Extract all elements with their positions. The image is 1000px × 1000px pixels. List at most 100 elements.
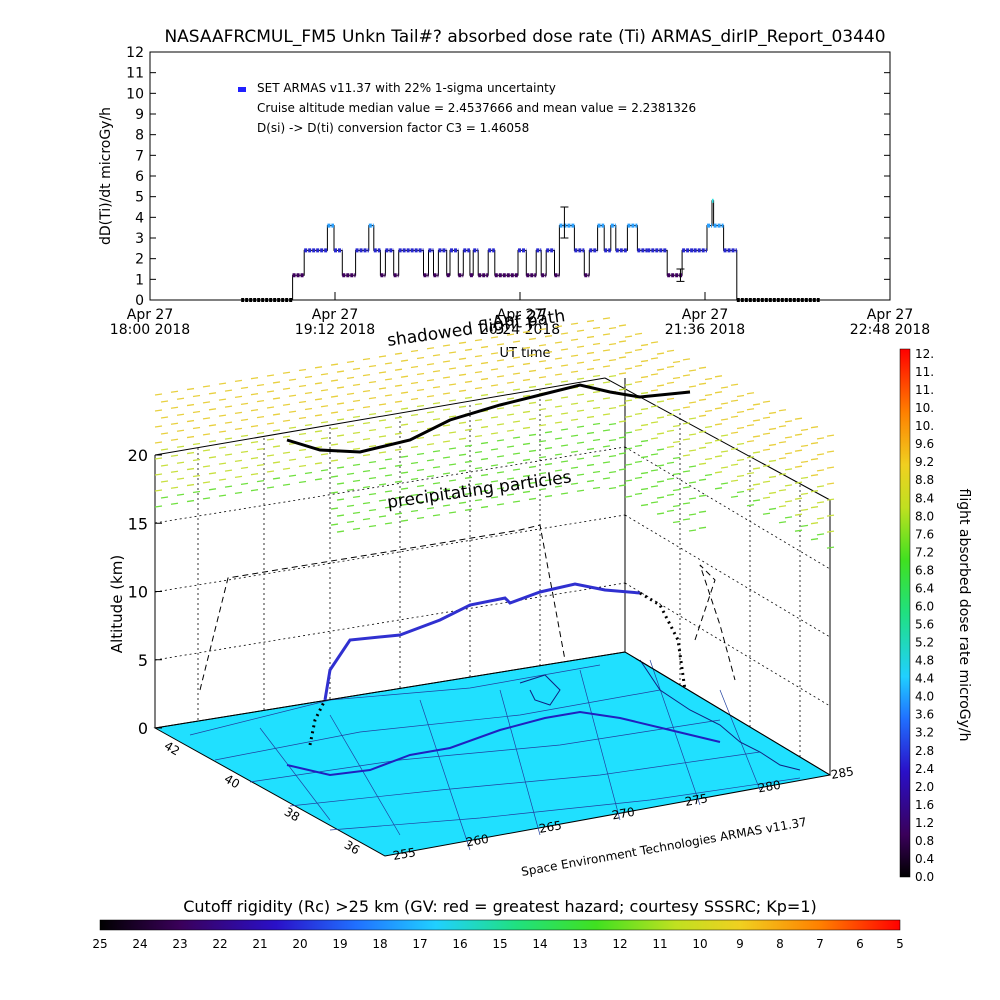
particle-dash — [554, 373, 563, 376]
particle-dash — [448, 399, 457, 402]
particle-dash — [778, 505, 787, 508]
particle-dash — [266, 438, 275, 441]
particle-dash — [330, 443, 339, 446]
particle-dash — [304, 439, 313, 443]
particle-dash — [538, 328, 547, 331]
particle-dash — [432, 514, 441, 517]
particle-dash — [592, 438, 601, 442]
particle-dash — [624, 383, 633, 386]
particle-dash — [458, 373, 467, 376]
particle-dash — [634, 444, 643, 448]
particle-dash — [784, 436, 793, 439]
particle-dash — [400, 391, 409, 394]
particle-dash — [176, 413, 185, 416]
particle-dash — [346, 440, 355, 444]
y-tick-label: 10 — [126, 86, 144, 102]
particle-dash — [730, 415, 739, 418]
x-tick-date: Apr 27 — [682, 307, 728, 323]
particle-dash — [490, 384, 499, 387]
particle-dash — [320, 421, 329, 424]
particle-dash — [528, 481, 537, 485]
particle-dash — [810, 442, 819, 445]
particle-dash — [714, 391, 723, 394]
rigidity-colorbar-tick-label: 13 — [572, 937, 587, 951]
particle-dash — [362, 485, 371, 489]
rigidity-colorbar-gradient — [99, 919, 901, 931]
particle-dash — [608, 342, 617, 346]
particle-dash — [384, 378, 393, 381]
z-tick-label: 5 — [138, 651, 148, 670]
particle-dash — [634, 412, 643, 416]
particle-dash — [698, 494, 707, 497]
particle-dash — [336, 386, 345, 389]
particle-dash — [538, 408, 547, 411]
particle-dash — [688, 385, 697, 388]
particle-dash — [346, 392, 355, 396]
particle-dash — [330, 507, 339, 510]
particle-dash — [240, 386, 249, 390]
particle-dash — [448, 463, 457, 466]
particle-dash — [394, 400, 403, 403]
particle-dash — [378, 435, 387, 438]
particle-dash — [432, 354, 441, 357]
particle-dash — [416, 356, 425, 360]
particle-dash — [602, 445, 611, 448]
rigidity-colorbar-tick-label: 18 — [372, 937, 387, 951]
state-borders — [189, 659, 801, 851]
particle-dash — [736, 410, 745, 414]
particle-dash — [384, 458, 393, 461]
particle-dash — [464, 428, 473, 431]
particle-dash — [618, 340, 627, 343]
dose-rate-error-bars — [560, 206, 685, 282]
particle-dash — [416, 516, 425, 520]
particle-dash — [682, 422, 691, 425]
particle-dash — [176, 461, 185, 464]
y-tick-label: 7 — [135, 148, 144, 164]
particle-dash — [186, 419, 195, 423]
particle-dash — [816, 533, 825, 536]
particle-dash — [618, 372, 627, 375]
particle-dash — [714, 439, 723, 442]
particle-dash — [186, 387, 195, 391]
particle-dash — [224, 421, 233, 424]
particle-dash — [490, 400, 499, 403]
particle-dash — [400, 487, 409, 490]
particle-dash — [336, 466, 345, 469]
particle-dash — [474, 354, 483, 358]
particle-dash — [522, 362, 531, 366]
particle-dash — [608, 358, 617, 362]
particle-dash — [602, 349, 611, 352]
particle-dash — [330, 411, 339, 414]
particle-dash — [640, 439, 649, 443]
particle-dash — [554, 357, 563, 360]
x-tick-time: 22:48 2018 — [850, 322, 930, 338]
particle-dash — [656, 368, 665, 371]
particle-dash — [330, 491, 339, 494]
particle-dash — [266, 422, 275, 425]
particle-dash — [688, 513, 697, 516]
particle-dash — [192, 426, 201, 430]
particle-dash — [778, 425, 787, 428]
rigidity-colorbar-tick-label: 10 — [692, 937, 707, 951]
particle-dash — [730, 431, 739, 434]
dose-colorbar-gradient — [899, 348, 911, 878]
particle-dash — [688, 433, 697, 436]
particle-dash — [272, 381, 281, 384]
particle-dash — [762, 464, 771, 467]
rigidity-colorbar-tick-label: 24 — [132, 937, 147, 951]
particle-dash — [570, 402, 579, 405]
particle-dash — [592, 342, 601, 346]
particle-dash — [330, 379, 339, 382]
particle-dash — [634, 460, 643, 464]
particle-dash — [586, 367, 595, 371]
particle-dash — [192, 474, 201, 478]
particle-dash — [522, 442, 531, 446]
particle-dash — [458, 405, 467, 408]
particle-dash — [586, 479, 595, 483]
particle-dash — [154, 441, 163, 444]
particle-dash — [410, 381, 419, 385]
particle-dash — [368, 476, 377, 480]
particle-dash — [618, 356, 627, 359]
particle-dash — [464, 396, 473, 399]
particle-dash — [330, 459, 339, 462]
